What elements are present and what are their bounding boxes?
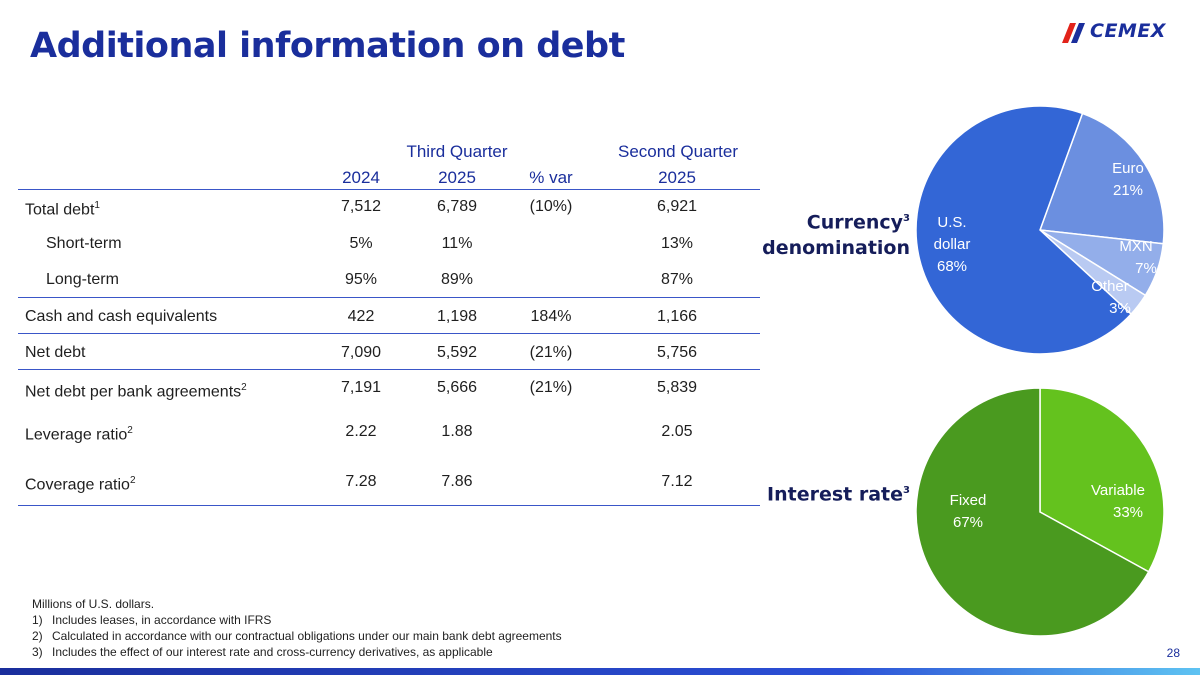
row-label: Long-term — [46, 271, 119, 288]
slice-label-variable: Variable 33% — [1091, 482, 1145, 521]
cell-2025-q3: 1.88 — [441, 423, 473, 440]
row-label: Leverage ratio2 — [25, 425, 133, 444]
header-third-quarter: Third Quarter — [406, 142, 508, 161]
row-label: Net debt per bank agreements2 — [25, 382, 247, 401]
page-title: Additional information on debt — [30, 26, 625, 66]
row-divider — [18, 297, 760, 298]
cell-2025-q3: 6,789 — [436, 198, 478, 215]
cell-2025-q3: 5,592 — [436, 344, 478, 361]
cell-2024: 7,090 — [340, 344, 382, 361]
cell-2024: 7.28 — [345, 473, 377, 490]
row-label: Short-term — [46, 235, 122, 252]
cell-2024: 95% — [344, 271, 378, 288]
slice-label-euro: Euro 21% — [1112, 160, 1144, 199]
interest-rate-label: Interest rate3 — [767, 483, 910, 506]
col-2024: 2024 — [342, 168, 380, 187]
col-2025-q2: 2025 — [658, 168, 696, 187]
logo-text: CEMEX — [1090, 20, 1166, 42]
row-divider — [18, 369, 760, 370]
cell-2024: 422 — [347, 308, 375, 325]
currency-pie-chart — [915, 105, 1165, 355]
cell-2025-q2: 2.05 — [661, 423, 693, 440]
cell-2025-q2: 6,921 — [656, 198, 698, 215]
cell-2025-q3: 5,666 — [436, 379, 478, 396]
cell-2024: 2.22 — [345, 423, 377, 440]
footnote-intro: Millions of U.S. dollars. — [32, 597, 155, 611]
slice-label-usd: U.S. dollar 68% — [933, 214, 971, 275]
cell-2025-q2: 7.12 — [661, 473, 693, 490]
row-divider — [18, 333, 760, 334]
cell-2024: 5% — [349, 235, 373, 252]
footnote-item: 1) Includes leases, in accordance with IF… — [32, 613, 272, 627]
col-2025-q3: 2025 — [438, 168, 476, 187]
cell-2024: 7,191 — [340, 379, 382, 396]
col-pct-var: % var — [529, 168, 573, 187]
cell-2025-q2: 87% — [660, 271, 694, 288]
cell-pct-var: (21%) — [529, 379, 573, 396]
cell-2025-q3: 7.86 — [441, 473, 473, 490]
row-label: Coverage ratio2 — [25, 475, 136, 494]
footnote-item: 3) Includes the effect of our interest ra… — [32, 645, 493, 659]
footnote-item: 2) Calculated in accordance with our cont… — [32, 629, 562, 643]
pie-slice-fixed — [915, 387, 1150, 637]
cell-pct-var: 184% — [530, 308, 572, 325]
cell-2025-q2: 5,756 — [656, 344, 698, 361]
cell-2025-q2: 1,166 — [656, 308, 698, 325]
row-label: Total debt1 — [25, 200, 100, 219]
table-bottom-rule — [18, 505, 760, 506]
currency-denomination-label: Currency3 denomination — [762, 211, 910, 260]
cell-2025-q3: 89% — [440, 271, 474, 288]
cell-pct-var: (21%) — [529, 344, 573, 361]
footnotes: Millions of U.S. dollars. 1) Includes lea… — [32, 596, 562, 660]
cell-2025-q2: 13% — [660, 235, 694, 252]
interest-rate-pie-chart — [915, 387, 1165, 637]
cell-2025-q2: 5,839 — [656, 379, 698, 396]
pie-slice-variable — [1039, 387, 1165, 573]
page-number: 28 — [1166, 646, 1180, 660]
row-label: Cash and cash equivalents — [25, 308, 218, 325]
cell-pct-var: (10%) — [529, 198, 573, 215]
header-divider — [18, 189, 760, 190]
cell-2025-q3: 1,198 — [436, 308, 478, 325]
pie-slice-us-dollar — [915, 105, 1133, 355]
cemex-logo: CEMEX — [1062, 20, 1180, 46]
cell-2025-q3: 11% — [441, 235, 473, 252]
row-label: Net debt — [25, 344, 86, 361]
cell-2024: 7,512 — [340, 198, 382, 215]
header-second-quarter: Second Quarter — [617, 142, 738, 161]
slice-label-other: Other 3% — [1091, 278, 1131, 317]
logo-stripes-icon — [1062, 23, 1085, 43]
bottom-accent-bar — [0, 668, 1200, 675]
slice-label-mxn: MXN 7% — [1119, 238, 1157, 277]
slice-label-fixed: Fixed 67% — [949, 492, 987, 531]
